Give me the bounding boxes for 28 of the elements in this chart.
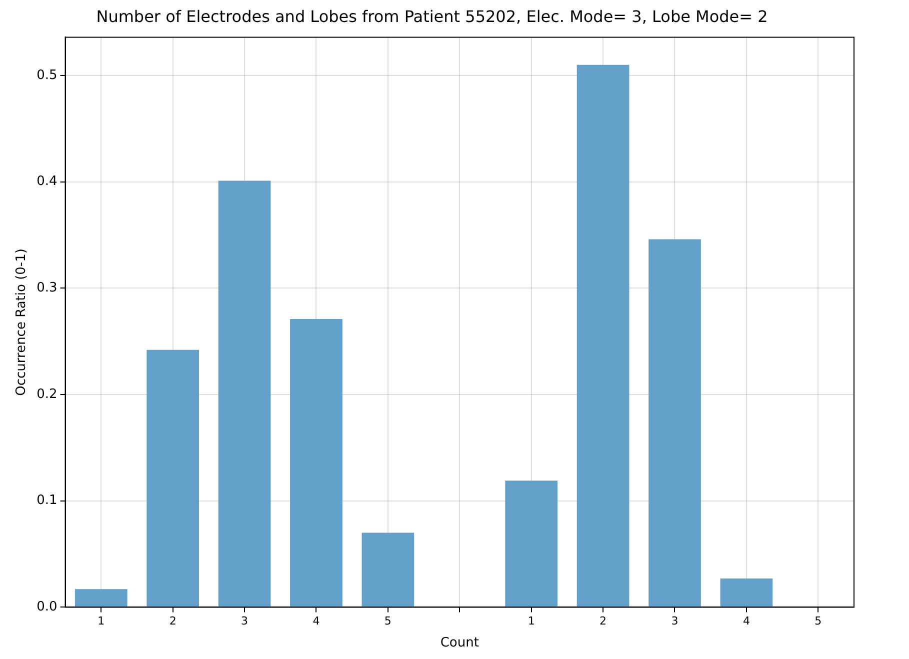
bar <box>218 180 271 607</box>
y-tick-label: 0.0 <box>36 600 58 615</box>
bar <box>648 239 701 607</box>
bar <box>362 532 414 607</box>
x-tick-label: 4 <box>312 614 320 628</box>
bar <box>720 578 773 607</box>
y-tick-label: 0.2 <box>36 386 58 402</box>
y-tick-label: 0.5 <box>36 68 58 83</box>
bar <box>146 350 199 607</box>
x-tick-label: 5 <box>384 614 392 628</box>
x-tick-label: 4 <box>742 614 750 628</box>
x-tick-label: 2 <box>600 614 607 628</box>
x-tick-label: 2 <box>169 614 176 628</box>
bar <box>290 319 342 607</box>
x-tick-label: 1 <box>98 614 105 628</box>
chart-title: Number of Electrodes and Lobes from Patient 55202, Elec. Mode= 3, Lobe Mode= 2 <box>96 6 768 26</box>
x-tick-label: 3 <box>671 614 678 628</box>
bar <box>74 589 128 607</box>
x-tick-label: 1 <box>528 614 535 628</box>
y-tick-label: 0.4 <box>36 174 58 190</box>
x-tick-label: 3 <box>241 614 248 628</box>
bar <box>576 64 630 607</box>
bar <box>505 480 558 607</box>
y-tick-label: 0.1 <box>36 493 58 508</box>
x-tick-label: 5 <box>814 614 822 628</box>
x-axis-title: Count <box>440 636 479 651</box>
y-tick-label: 0.3 <box>36 280 58 296</box>
y-axis-title: Occurrence Ratio (0-1) <box>14 248 30 396</box>
